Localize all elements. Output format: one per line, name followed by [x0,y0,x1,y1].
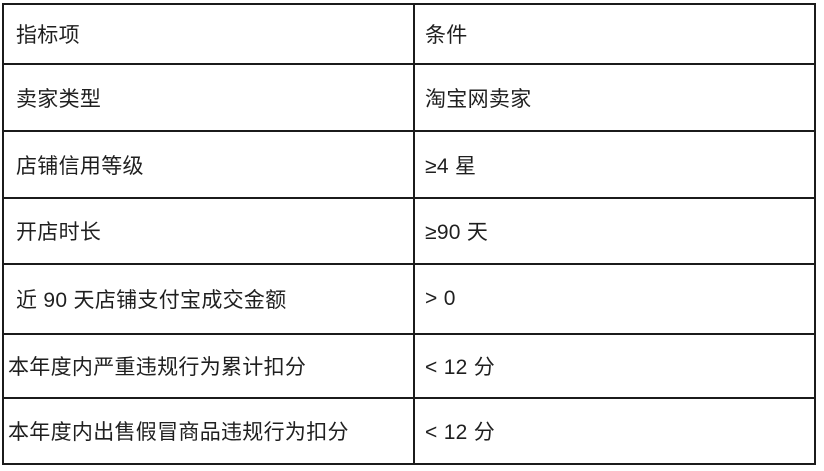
column-header-indicator: 指标项 [2,3,415,65]
column-header-condition: 条件 [413,3,816,65]
table-row: 卖家类型 淘宝网卖家 [2,63,816,132]
indicator-cell: 卖家类型 [2,63,415,132]
condition-cell: ≥90 天 [413,197,816,265]
condition-cell: 淘宝网卖家 [413,63,816,132]
criteria-table: 指标项 条件 卖家类型 淘宝网卖家 店铺信用等级 ≥4 星 开店时长 ≥90 天… [2,3,816,465]
table-header-row: 指标项 条件 [2,3,816,65]
indicator-cell: 本年度内严重违规行为累计扣分 [2,333,415,399]
condition-cell: > 0 [413,263,816,335]
condition-cell: < 12 分 [413,397,816,465]
condition-cell: < 12 分 [413,333,816,399]
indicator-cell: 近 90 天店铺支付宝成交金额 [2,263,415,335]
condition-cell: ≥4 星 [413,130,816,199]
indicator-cell: 开店时长 [2,197,415,265]
table-row: 近 90 天店铺支付宝成交金额 > 0 [2,263,816,335]
table-row: 本年度内出售假冒商品违规行为扣分 < 12 分 [2,397,816,465]
table-row: 店铺信用等级 ≥4 星 [2,130,816,199]
indicator-cell: 店铺信用等级 [2,130,415,199]
table-row: 开店时长 ≥90 天 [2,197,816,265]
indicator-cell: 本年度内出售假冒商品违规行为扣分 [2,397,415,465]
table-row: 本年度内严重违规行为累计扣分 < 12 分 [2,333,816,399]
